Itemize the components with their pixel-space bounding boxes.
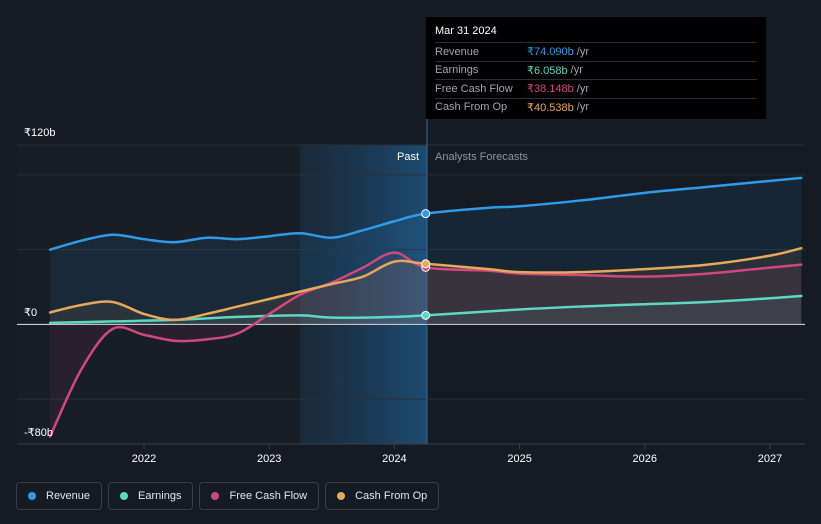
- series-lines: [48, 176, 803, 438]
- tooltip-row-name: Revenue: [435, 45, 480, 58]
- tooltip-date: Mar 31 2024: [435, 25, 497, 37]
- tooltip-row-unit: /yr: [570, 64, 583, 77]
- tooltip-row-value: ₹40.538b: [527, 101, 574, 114]
- x-tick-label: 2023: [257, 453, 281, 465]
- gridlines: [17, 144, 805, 445]
- x-tick-label: 2026: [633, 453, 657, 465]
- legend: Revenue Earnings Free Cash Flow Cash Fro…: [16, 482, 440, 510]
- line-free-cash-flow: [48, 251, 803, 438]
- tooltip: Mar 31 2024 Revenue ₹74.090b /yr Earning…: [426, 17, 766, 119]
- tooltip-row-value: ₹74.090b: [527, 46, 574, 59]
- x-tick-label: 2027: [758, 453, 782, 465]
- tooltip-row-name: Cash From Op: [435, 101, 508, 114]
- legend-dot-icon: [120, 492, 129, 500]
- tooltip-row-name: Earnings: [435, 64, 479, 77]
- past-highlight: [300, 145, 427, 444]
- tooltip-row-unit: /yr: [576, 45, 589, 58]
- tooltip-row-unit: /yr: [576, 101, 589, 114]
- legend-label: Revenue: [46, 490, 91, 502]
- legend-dot-icon: [28, 492, 36, 500]
- x-tick-label: 2024: [382, 453, 406, 465]
- tooltip-row-earnings: Earnings ₹6.058b /yr: [435, 60, 757, 80]
- past-label: Past: [397, 151, 419, 163]
- line-revenue: [48, 176, 803, 251]
- line-cash-from-op: [48, 246, 803, 322]
- tooltip-row-cfo: Cash From Op ₹40.538b /yr: [435, 97, 757, 117]
- legend-dot-icon: [337, 492, 346, 500]
- tooltip-row-fcf: Free Cash Flow ₹38.148b /yr: [435, 79, 757, 98]
- tooltip-row-unit: /yr: [576, 82, 589, 95]
- legend-label: Earnings: [138, 490, 182, 502]
- tooltip-row-revenue: Revenue ₹74.090b /yr: [435, 42, 757, 61]
- y-label-bottom: -₹80b: [24, 427, 53, 439]
- area-free-cash-flow: [50, 252, 802, 437]
- y-label-zero: ₹0: [24, 307, 37, 319]
- marker-earnings: [421, 310, 431, 320]
- legend-dot-icon: [211, 492, 220, 500]
- x-axis: 2022 2023 2024 2025 2026 2027: [132, 444, 782, 465]
- forecast-label: Analysts Forecasts: [435, 151, 528, 163]
- x-tick-label: 2025: [507, 453, 531, 465]
- tooltip-row-value: ₹6.058b: [527, 64, 568, 77]
- legend-item-free-cash-flow[interactable]: Free Cash Flow: [199, 482, 320, 510]
- legend-label: Free Cash Flow: [229, 490, 308, 502]
- y-label-top: ₹120b: [24, 127, 55, 139]
- marker-revenue: [421, 209, 431, 219]
- tooltip-row-value: ₹38.148b: [527, 83, 574, 96]
- legend-item-revenue[interactable]: Revenue: [16, 482, 103, 510]
- legend-item-earnings[interactable]: Earnings: [108, 482, 194, 510]
- hover-markers: [421, 209, 431, 320]
- area-revenue: [50, 177, 802, 325]
- legend-label: Cash From Op: [355, 490, 428, 502]
- x-tick-label: 2022: [132, 453, 156, 465]
- marker-cash-from-op: [421, 259, 431, 269]
- legend-item-cash-from-op[interactable]: Cash From Op: [325, 482, 440, 510]
- tooltip-row-name: Free Cash Flow: [435, 82, 513, 95]
